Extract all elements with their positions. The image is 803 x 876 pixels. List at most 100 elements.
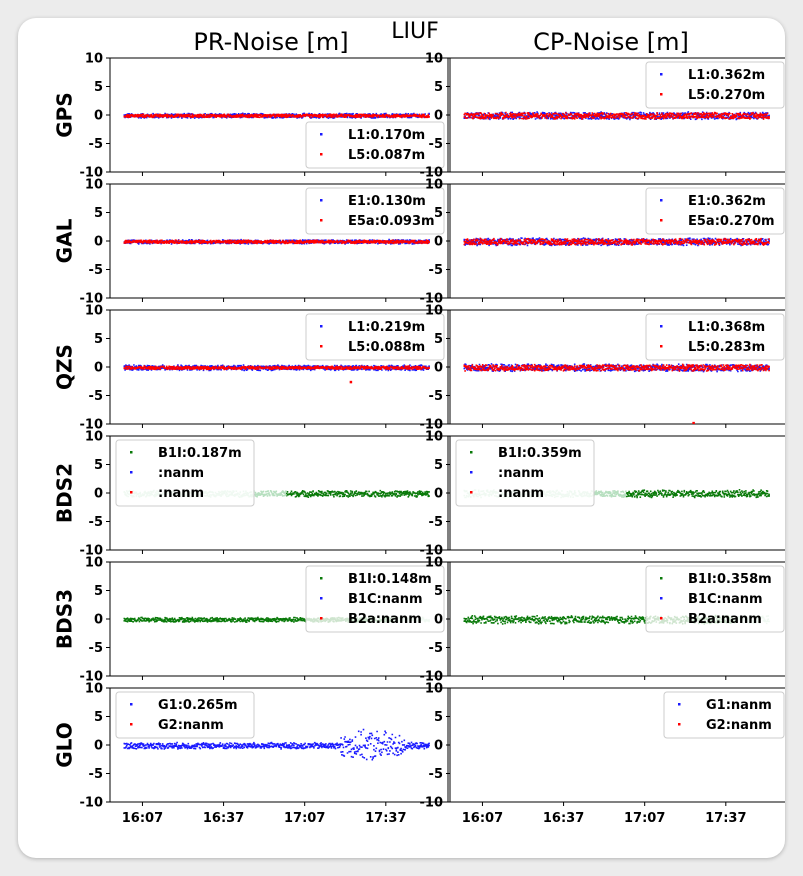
y-tick-label: 10 (85, 304, 103, 319)
y-tick-label: 0 (94, 613, 103, 628)
legend: L1:0.219m L5:0.088m (305, 313, 445, 361)
legend-box (305, 121, 445, 169)
legend-marker (130, 703, 133, 706)
legend-label: L1:0.368m (688, 320, 765, 335)
legend: B1I:0.187m:nanm:nanm (115, 439, 255, 507)
legend-marker (660, 199, 663, 202)
legend-marker (130, 491, 133, 494)
x-tick-label: 17:37 (705, 811, 746, 826)
y-tick-label: -10 (80, 292, 104, 307)
y-tick-label: 10 (425, 556, 443, 571)
legend-label: G2:nanm (158, 718, 224, 733)
legend-label: L1:0.362m (688, 68, 765, 83)
series-points-B1I (285, 489, 430, 498)
legend-marker (470, 491, 473, 494)
legend-box (645, 61, 785, 109)
legend-box (645, 313, 785, 361)
y-tick-label: -10 (80, 796, 104, 811)
legend: L1:0.362m L5:0.270m (645, 61, 785, 109)
legend-marker (130, 451, 133, 454)
legend-label: G1:nanm (706, 698, 772, 713)
legend-marker (470, 471, 473, 474)
y-tick-label: 10 (425, 304, 443, 319)
legend-label: L5:0.270m (688, 88, 765, 103)
y-tick-label: -5 (429, 389, 443, 404)
series-points-L5 (123, 365, 430, 371)
legend-marker (660, 597, 663, 600)
y-tick-label: 10 (85, 52, 103, 67)
row-label: GAL (53, 218, 77, 263)
y-tick-label: 10 (85, 682, 103, 697)
legend-label: L5:0.088m (348, 340, 425, 355)
row-label: GPS (53, 92, 77, 137)
legend-box (645, 565, 785, 633)
y-tick-label: -5 (429, 641, 443, 656)
x-tick-label: 16:07 (122, 811, 163, 826)
y-tick-label: 5 (94, 206, 103, 221)
y-tick-label: -5 (89, 137, 103, 152)
y-tick-label: 0 (434, 109, 443, 124)
data-series-group (463, 111, 770, 121)
y-tick-label: -10 (80, 670, 104, 685)
legend: B1I:0.358m B1C:nanm B2a:nanm (645, 565, 785, 633)
y-tick-label: 0 (94, 109, 103, 124)
legend-box (455, 439, 595, 507)
y-tick-label: 0 (434, 487, 443, 502)
y-tick-label: 10 (85, 556, 103, 571)
legend-box (305, 187, 445, 235)
subplot-bds3-cp: 10 5 0 -5 -10 B1I:0.358m B1C:nanm B2a:nanm (420, 556, 785, 685)
column-title: PR-Noise [m] (193, 28, 348, 56)
y-tick-label: -5 (89, 515, 103, 530)
legend-label: E1:0.362m (688, 194, 766, 209)
y-tick-label: 5 (434, 710, 443, 725)
legend-marker (660, 73, 663, 76)
legend-label: B1I:0.358m (688, 572, 772, 587)
y-tick-label: 5 (434, 458, 443, 473)
series-points-E5a (463, 237, 770, 246)
series-points-E5a (123, 239, 430, 245)
legend-marker (320, 199, 323, 202)
y-tick-label: 5 (94, 584, 103, 599)
data-series-group (123, 728, 430, 761)
x-tick-label: 17:07 (624, 811, 665, 826)
x-tick-label: 17:37 (365, 811, 406, 826)
y-tick-label: 0 (434, 739, 443, 754)
y-tick-label: -5 (429, 515, 443, 530)
y-tick-label: -5 (429, 263, 443, 278)
legend-label: L5:0.283m (688, 340, 765, 355)
legend-label: L1:0.219m (348, 320, 425, 335)
y-tick-label: 5 (434, 206, 443, 221)
legend-label: E5a:0.270m (688, 214, 775, 229)
legend: L1:0.170m L5:0.087m (305, 121, 445, 169)
y-tick-label: -10 (420, 418, 444, 433)
y-tick-label: -5 (429, 137, 443, 152)
legend-label: B1C:nanm (348, 592, 423, 607)
y-tick-label: 5 (434, 332, 443, 347)
legend-marker (660, 93, 663, 96)
legend-box (305, 565, 445, 633)
legend: E1:0.130m E5a:0.093m (305, 187, 445, 235)
legend-label: B2a:nanm (688, 612, 762, 627)
legend-marker (320, 597, 323, 600)
legend-box (305, 313, 445, 361)
subplot-gps-pr: 10 5 0 -5 -10 L1:0.170m L5:0.087m (80, 52, 449, 181)
subplot-qzs-cp: 10 5 0 -5 -10 L1:0.368m L5:0.283m (420, 304, 785, 433)
outlier-point (349, 380, 353, 384)
legend-label: B2a:nanm (348, 612, 422, 627)
data-series-group (123, 112, 430, 119)
y-tick-label: -5 (429, 767, 443, 782)
legend: G1:nanm G2:nanm (663, 691, 785, 739)
subplot-gps-cp: 10 5 0 -5 -10 L1:0.362m L5:0.270m (420, 52, 785, 181)
series-points-L5 (463, 111, 770, 120)
data-series-group (123, 364, 430, 384)
y-tick-label: -10 (420, 166, 444, 181)
y-tick-label: 0 (434, 613, 443, 628)
y-tick-label: -10 (80, 544, 104, 559)
legend-marker (660, 219, 663, 222)
legend: B1I:0.148m B1C:nanm B2a:nanm (305, 565, 445, 633)
legend-marker (130, 471, 133, 474)
legend-marker (320, 577, 323, 580)
y-tick-label: 10 (85, 430, 103, 445)
data-series-group (463, 363, 770, 424)
legend-label: L1:0.170m (348, 128, 425, 143)
